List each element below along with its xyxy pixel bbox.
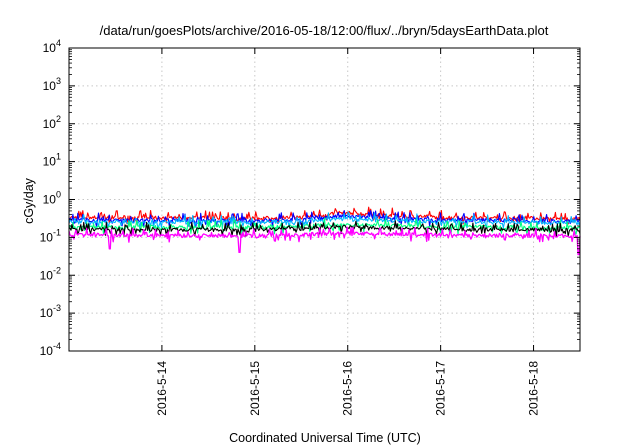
grid-lines	[69, 48, 580, 351]
y-tick-label: 10-1	[40, 227, 61, 244]
y-axis-label: cGy/day	[22, 177, 36, 224]
series-line-5	[68, 226, 581, 256]
series-group	[68, 206, 581, 256]
x-axis-label: Coordinated Universal Time (UTC)	[229, 431, 421, 445]
x-axis: 2016-5-14 2016-5-15 2016-5-16 2016-5-17 2016…	[155, 48, 541, 416]
y-tick-label: 103	[43, 76, 61, 93]
y-tick-label: 100	[43, 190, 61, 207]
y-tick-label: 102	[43, 114, 61, 131]
y-tick-label: 101	[43, 152, 61, 169]
chart-title: /data/run/goesPlots/archive/2016-05-18/1…	[100, 23, 549, 38]
x-tick-label: 2016-5-18	[527, 361, 541, 416]
y-axis: 10-4 10-3 10-2 10-1 100 101 102 103 104	[40, 38, 580, 358]
y-tick-label: 10-3	[40, 303, 61, 320]
x-tick-label: 2016-5-17	[434, 361, 448, 416]
y-tick-label: 10-4	[40, 341, 61, 358]
y-tick-label: 10-2	[40, 265, 61, 282]
x-tick-label: 2016-5-16	[341, 361, 355, 416]
y-tick-label: 104	[43, 38, 61, 55]
x-tick-label: 2016-5-15	[248, 361, 262, 416]
x-tick-label: 2016-5-14	[155, 361, 169, 416]
series-line-4	[68, 220, 581, 238]
